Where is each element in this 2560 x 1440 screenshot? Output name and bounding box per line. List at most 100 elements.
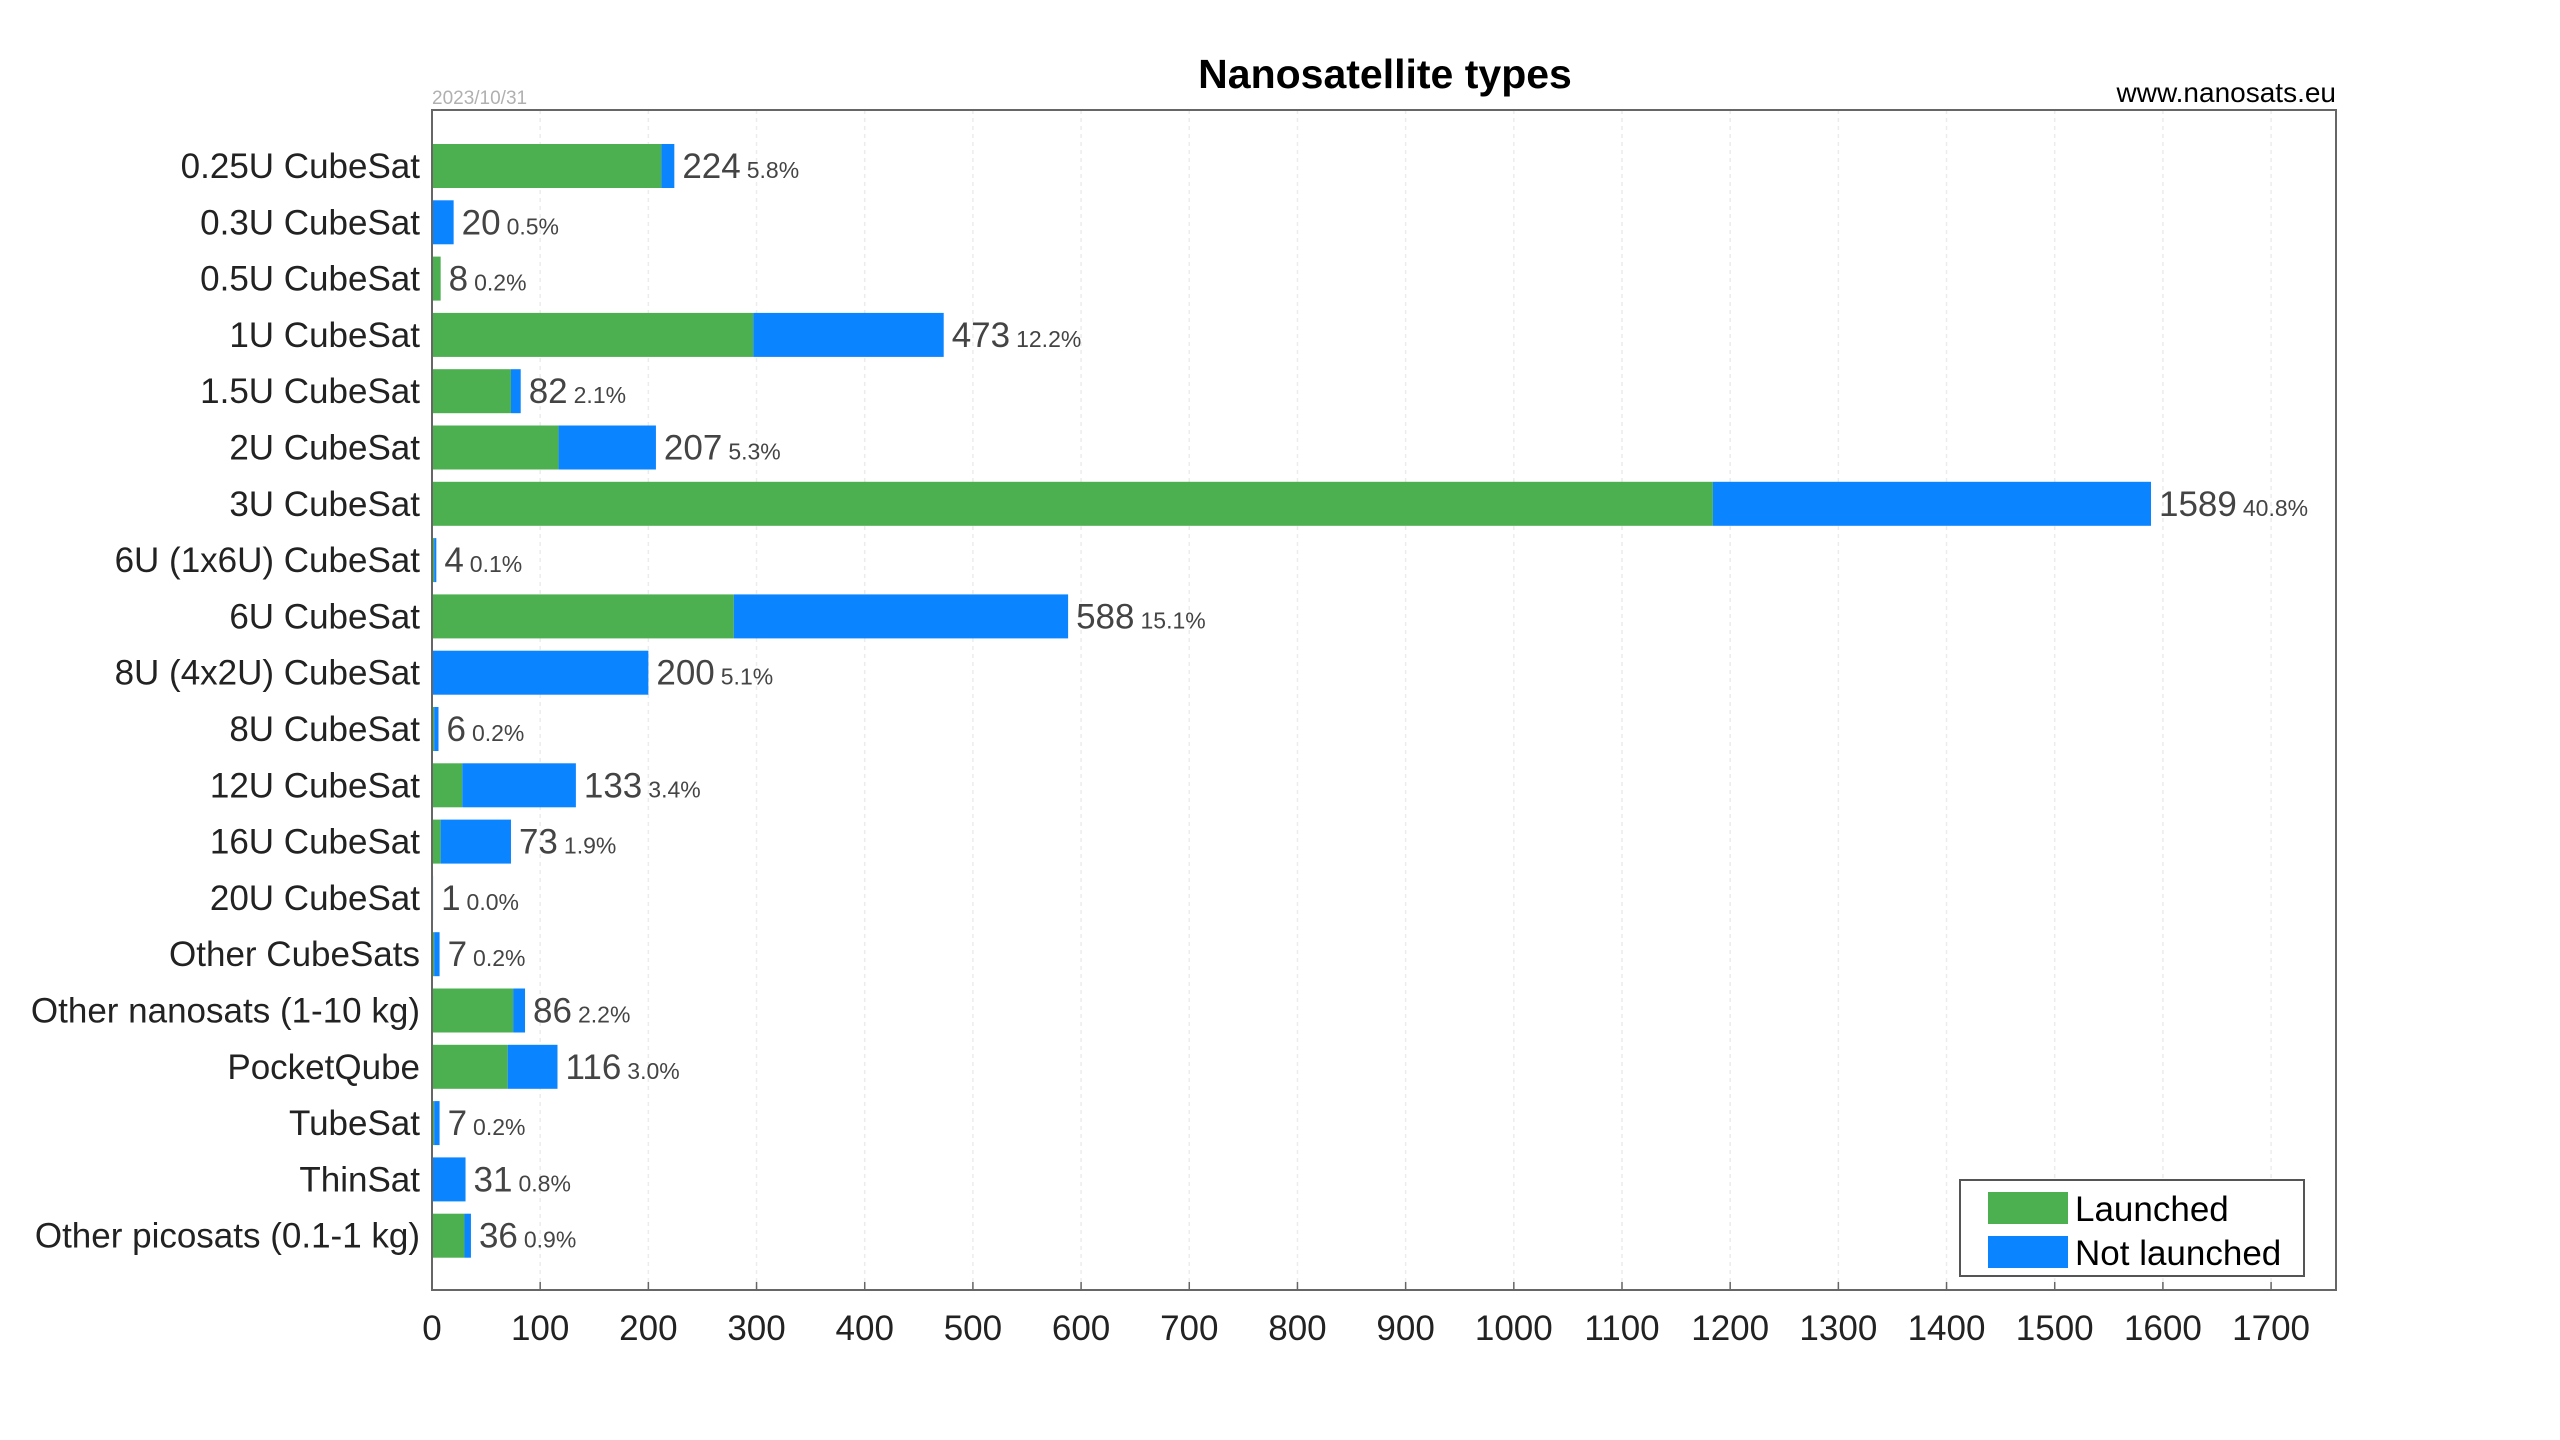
- x-tick-label: 1600: [2124, 1309, 2202, 1348]
- bar-launched: [432, 763, 463, 808]
- x-tick-label: 800: [1268, 1309, 1326, 1348]
- bar-launched: [432, 538, 435, 583]
- category-label: 2U CubeSat: [229, 429, 420, 468]
- category-label: 1U CubeSat: [229, 316, 420, 355]
- bar-not-launched: [1712, 481, 2152, 526]
- bar-launched: [432, 1101, 435, 1146]
- x-tick-label: 700: [1160, 1309, 1218, 1348]
- legend-not-launched-label: Not launched: [2075, 1234, 2281, 1273]
- value-label: 20 0.5%: [462, 203, 559, 242]
- total-value: 73: [519, 823, 558, 862]
- category-label: 16U CubeSat: [210, 823, 420, 862]
- percent-value: 12.2%: [1016, 326, 1081, 352]
- bar-launched: [432, 312, 754, 357]
- category-label: 6U (1x6U) CubeSat: [115, 541, 421, 580]
- legend: Launched Not launched: [1959, 1179, 2305, 1277]
- bar-not-launched: [432, 1157, 466, 1202]
- bar-launched: [432, 144, 662, 188]
- percent-value: 15.1%: [1141, 607, 1206, 633]
- x-tick-label: 1000: [1475, 1309, 1553, 1348]
- legend-not-launched-swatch: [1988, 1236, 2068, 1268]
- percent-value: 0.2%: [474, 270, 526, 296]
- total-value: 36: [479, 1217, 518, 1256]
- category-labels: 0.25U CubeSat 0.3U CubeSat 0.5U CubeSat 1U …: [31, 147, 420, 1256]
- bar-not-launched: [753, 312, 944, 357]
- total-value: 86: [533, 992, 572, 1031]
- category-label: ThinSat: [299, 1160, 420, 1199]
- value-label: 133 3.4%: [584, 766, 701, 805]
- percent-value: 2.2%: [578, 1002, 630, 1028]
- bar-not-launched: [464, 1213, 471, 1258]
- x-tick-label: 900: [1376, 1309, 1434, 1348]
- total-value: 1: [441, 879, 460, 918]
- value-label: 7 0.2%: [448, 1104, 526, 1143]
- gridlines: [539, 110, 2272, 1290]
- bar-not-launched: [507, 1044, 558, 1089]
- value-label: 8 0.2%: [449, 260, 527, 299]
- legend-launched-swatch: [1988, 1192, 2068, 1224]
- bar-launched: [432, 932, 435, 977]
- category-label: 3U CubeSat: [229, 485, 420, 524]
- bar-launched: [432, 256, 441, 301]
- percent-value: 3.0%: [627, 1058, 679, 1084]
- value-label: 1 0.0%: [441, 879, 519, 918]
- value-label: 86 2.2%: [533, 992, 630, 1031]
- value-labels: 224 5.8%20 0.5%8 0.2%473 12.2%82 2.1%207 5.3%1…: [441, 147, 2308, 1256]
- bar-not-launched: [434, 707, 439, 751]
- total-value: 7: [448, 935, 467, 974]
- bar-launched: [432, 425, 559, 470]
- total-value: 224: [682, 147, 740, 186]
- percent-value: 0.2%: [473, 1114, 525, 1140]
- bar-not-launched: [434, 932, 440, 977]
- x-tick-label: 200: [619, 1309, 677, 1348]
- percent-value: 40.8%: [2243, 495, 2308, 521]
- category-label: 8U CubeSat: [229, 710, 420, 749]
- x-tick-label: 1500: [2016, 1309, 2094, 1348]
- percent-value: 2.1%: [574, 382, 626, 408]
- total-value: 6: [446, 710, 465, 749]
- value-label: 1589 40.8%: [2159, 485, 2308, 524]
- value-label: 36 0.9%: [479, 1217, 576, 1256]
- value-label: 7 0.2%: [448, 935, 526, 974]
- value-label: 588 15.1%: [1076, 597, 1206, 636]
- category-label: TubeSat: [289, 1104, 420, 1143]
- total-value: 473: [952, 316, 1010, 355]
- percent-value: 0.1%: [470, 551, 522, 577]
- percent-value: 0.9%: [524, 1227, 576, 1253]
- x-tick-label: 1400: [1908, 1309, 1986, 1348]
- bar-launched: [432, 369, 511, 414]
- category-label: 20U CubeSat: [210, 879, 420, 918]
- bar-not-launched: [432, 200, 454, 245]
- total-value: 20: [462, 203, 501, 242]
- percent-value: 0.5%: [507, 213, 559, 239]
- bar-not-launched: [661, 144, 675, 188]
- percent-value: 5.8%: [747, 157, 799, 183]
- bar-launched: [432, 1044, 508, 1089]
- total-value: 207: [664, 429, 722, 468]
- percent-value: 0.8%: [518, 1170, 570, 1196]
- percent-value: 0.2%: [473, 945, 525, 971]
- category-label: Other CubeSats: [169, 935, 420, 974]
- x-tick-label: 1100: [1584, 1309, 1659, 1348]
- total-value: 7: [448, 1104, 467, 1143]
- bar-not-launched: [510, 369, 521, 414]
- x-tick-label: 400: [836, 1309, 894, 1348]
- total-value: 82: [529, 372, 568, 411]
- x-tick-label: 0: [422, 1309, 441, 1348]
- chart-source: www.nanosats.eu: [2116, 77, 2336, 108]
- category-label: 6U CubeSat: [229, 597, 420, 636]
- bars: [432, 144, 2152, 1258]
- x-tick-label: 100: [511, 1309, 569, 1348]
- category-label: PocketQube: [227, 1048, 420, 1087]
- value-label: 116 3.0%: [565, 1048, 679, 1087]
- value-label: 82 2.1%: [529, 372, 626, 411]
- percent-value: 0.0%: [467, 889, 519, 915]
- value-label: 224 5.8%: [682, 147, 799, 186]
- percent-value: 1.9%: [564, 833, 616, 859]
- bar-not-launched: [440, 819, 511, 864]
- bar-not-launched: [434, 538, 437, 583]
- bar-launched: [432, 819, 441, 864]
- category-label: 8U (4x2U) CubeSat: [115, 654, 421, 693]
- total-value: 116: [565, 1048, 621, 1087]
